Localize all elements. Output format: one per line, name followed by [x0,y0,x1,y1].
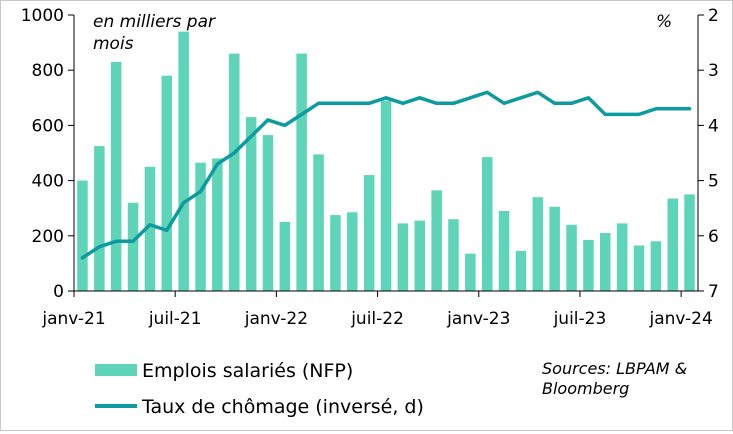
right-tick-label: 6 [708,227,719,247]
left-tick-label: 800 [32,61,64,81]
bar-juil-23 [583,239,594,291]
right-unit-label: % [656,12,672,32]
bar-mai-22 [347,212,358,291]
bar-mars-21 [110,61,122,292]
left-tick-label: 600 [32,116,64,136]
left-tick-label: 200 [32,227,64,247]
bar-août-21 [195,162,206,291]
bar-avr-23 [532,197,544,291]
bar-mars-22 [313,154,324,291]
bar-mars-23 [515,251,527,291]
bar-févr-22 [296,53,307,291]
x-tick-label: juil-21 [148,309,202,329]
bar-juil-21 [178,31,189,291]
bar-déc-22 [465,253,476,291]
bar-sept-21 [212,158,223,291]
legend-label-unemployment: Taux de chômage (inversé, d) [141,396,424,418]
bar-sept-23 [616,223,628,291]
chart-axes [68,14,704,297]
bar-janv-22 [279,222,291,291]
bar-janv-21 [77,180,88,291]
legend: Emplois salariés (NFP) Taux de chômage (… [95,360,424,418]
x-tick-label: janv-21 [41,309,105,329]
bar-août-22 [397,223,409,291]
bar-oct-22 [431,190,442,291]
right-tick-label: 4 [708,116,719,136]
x-tick-label: janv-24 [648,309,712,329]
bar-mai-21 [144,166,156,291]
bar-juin-21 [161,75,172,291]
bar-juin-23 [566,224,577,291]
bar-nov-21 [245,117,257,291]
bar-oct-23 [633,245,645,291]
right-tick-label: 7 [708,282,719,302]
unit-note: en milliers par mois [93,12,216,54]
source-note: Sources: LBPAM & Bloomberg [542,359,687,398]
bar-nov-22 [448,219,459,291]
x-tick-label: janv-22 [244,309,308,329]
bar-févr-23 [498,211,510,291]
legend-label-nfp: Emplois salariés (NFP) [142,360,353,382]
right-tick-label: 5 [708,172,719,192]
x-tick-label: juil-23 [553,309,607,329]
right-tick-label: 2 [708,6,719,26]
bar-août-23 [600,233,611,291]
bar-oct-21 [229,53,240,291]
x-tick-label: juil-22 [350,309,404,329]
bar-févr-21 [94,146,105,291]
tick-labels: 0 200 400 600 800 1000 2 3 4 5 6 7 janv-21 juil-21 jan… [21,6,719,329]
bar-sept-22 [414,220,425,291]
right-tick-label: 3 [708,61,719,81]
bar-janv-23 [482,157,493,291]
bar-juin-22 [363,175,375,291]
bar-juil-22 [380,100,392,291]
bar-series-nfp [77,31,695,292]
bar-mai-23 [549,206,560,291]
left-tick-label: 400 [32,172,64,192]
bar-déc-23 [667,198,678,291]
x-tick-label: janv-23 [446,309,510,329]
bar-nov-23 [650,241,662,291]
bar-avr-21 [127,202,139,291]
bar-avr-22 [330,215,341,291]
bar-déc-21 [262,135,274,291]
left-tick-label: 1000 [21,6,64,26]
bar-janv-24 [684,194,695,291]
left-tick-label: 0 [53,282,64,302]
legend-swatch-nfp [95,364,137,376]
line-series-unemployment [80,90,692,260]
